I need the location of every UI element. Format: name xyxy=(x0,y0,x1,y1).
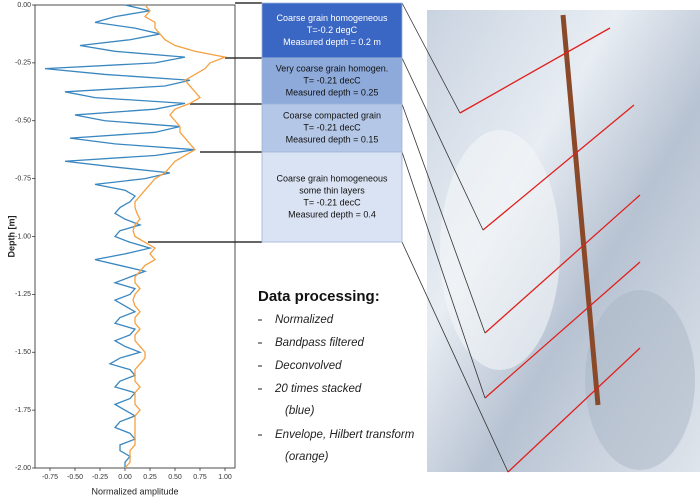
depth-tick-label: -1.75 xyxy=(15,407,31,414)
amplitude-tick-label: -0.75 xyxy=(42,474,58,481)
photo-highlight xyxy=(440,130,560,370)
amplitude-tick-label: 0.00 xyxy=(118,474,132,481)
layer-boxes: Coarse grain homogeneous T=-0.2 degC Measu… xyxy=(261,2,403,243)
depth-tick-label: -1.25 xyxy=(15,291,31,298)
amplitude-tick-label: -0.25 xyxy=(92,474,108,481)
layer-mark xyxy=(482,104,635,231)
layer-text: T= -0.21 decC xyxy=(303,75,361,85)
layer-mark xyxy=(484,194,641,334)
layer-box xyxy=(261,57,403,105)
connector xyxy=(401,151,486,399)
amplitude-tick-label: 1.00 xyxy=(218,474,232,481)
depth-tick-label: -0.25 xyxy=(15,60,31,67)
layer-text: Measured depth = 0.25 xyxy=(286,87,379,97)
depth-axis-label: Depth [m] xyxy=(6,216,16,258)
snow-pit-photo xyxy=(427,10,700,473)
layer-text: T=-0.2 degC xyxy=(307,25,358,35)
trace xyxy=(124,4,228,469)
processing-title: Data processing: xyxy=(258,288,380,305)
layer-box xyxy=(261,151,403,243)
connector xyxy=(401,2,461,114)
depth-tick-label: -2.00 xyxy=(15,465,31,472)
amplitude-tick-label: 0.50 xyxy=(168,474,182,481)
processing-item: Bandpass filtered xyxy=(275,337,364,349)
depth-tick-label: -1.50 xyxy=(15,349,31,356)
amplitude-axis-label: Normalized amplitude xyxy=(91,486,178,496)
depth-tick-label: -0.75 xyxy=(15,175,31,182)
layer-mark xyxy=(507,347,641,473)
connectors xyxy=(148,2,509,473)
layer-box xyxy=(261,103,403,153)
layer-text: Measured depth = 0.15 xyxy=(286,134,379,144)
amplitude-tick-label: 0.25 xyxy=(143,474,157,481)
layer-text: T= -0.21 decC xyxy=(303,197,361,207)
layer-text: Measured depth = 0.2 m xyxy=(283,37,381,47)
processing-note: (blue) xyxy=(285,405,315,417)
depth-tick-label: 0.00 xyxy=(17,2,31,9)
layer-box xyxy=(261,2,403,59)
layer-mark xyxy=(484,261,641,399)
processing-note: (orange) xyxy=(285,451,329,463)
amplitude-tick-label: 0.75 xyxy=(193,474,207,481)
processing-item: 20 times stacked xyxy=(274,383,362,395)
amplitude-tick-label: -0.50 xyxy=(67,474,83,481)
connector xyxy=(401,103,486,334)
connector xyxy=(401,57,484,231)
rope xyxy=(560,14,601,406)
layer-text: Coarse grain homogeneous xyxy=(276,13,388,23)
layer-text: T= -0.21 decC xyxy=(303,122,361,132)
photo-shadow xyxy=(585,290,695,470)
layer-marks xyxy=(459,27,641,473)
depth-tick-label: -0.50 xyxy=(15,118,31,125)
layer-mark xyxy=(459,27,611,114)
connector xyxy=(401,241,509,473)
layer-text: Coarse compacted grain xyxy=(283,110,381,120)
layer-text: some thin layers xyxy=(299,185,365,195)
processing-item: Deconvolved xyxy=(275,360,342,372)
processing-notes: Data processing: Normalized Bandpass filte… xyxy=(258,288,415,463)
trace xyxy=(44,4,196,468)
plot: 0.00 -0.25 -0.50 -0.75 -1.00 -1.25 -1.50 -1.75 -… xyxy=(6,2,236,496)
processing-item: Normalized xyxy=(275,314,334,326)
layer-text: Very coarse grain homogen. xyxy=(276,63,389,73)
layer-text: Measured depth = 0.4 xyxy=(288,209,376,219)
layer-text: Coarse grain homogeneous xyxy=(276,173,388,183)
depth-tick-label: -1.00 xyxy=(15,233,31,240)
processing-item: Envelope, Hilbert transform xyxy=(275,429,415,441)
